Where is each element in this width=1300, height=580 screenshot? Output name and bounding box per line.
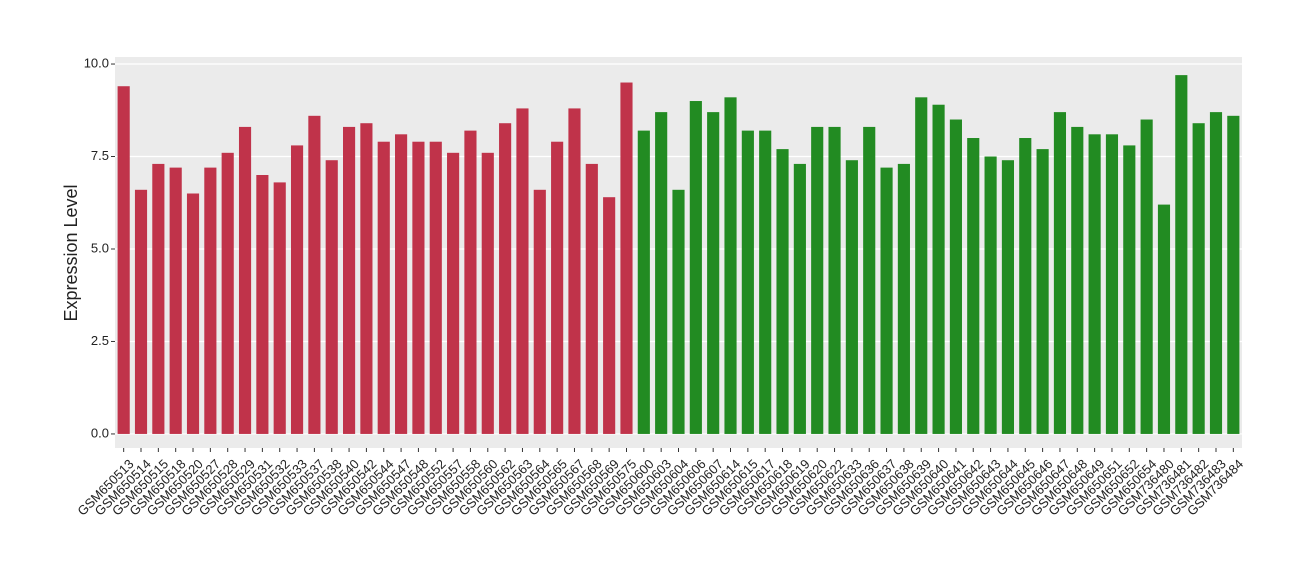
bar [932, 104, 945, 434]
bar [360, 123, 373, 434]
bar [447, 152, 460, 434]
bar [689, 101, 702, 434]
y-tick-label: 2.5 [91, 333, 109, 348]
bar [655, 112, 668, 434]
bar [377, 141, 390, 434]
bar [845, 160, 858, 434]
bar [1053, 112, 1067, 434]
bar [1036, 149, 1049, 434]
bar [620, 82, 633, 434]
bar [429, 141, 442, 434]
bar [290, 145, 304, 434]
bar [1175, 75, 1188, 434]
bar [724, 97, 737, 434]
bar [412, 141, 425, 434]
bar [776, 149, 789, 434]
bar [637, 130, 650, 434]
bar [915, 97, 928, 434]
bar [325, 160, 338, 434]
bar [967, 138, 980, 434]
bar [516, 108, 529, 434]
bar [551, 141, 564, 434]
bar [897, 163, 910, 434]
bar [533, 189, 546, 434]
bar [585, 163, 598, 434]
bar [949, 119, 962, 434]
bar [134, 189, 148, 434]
bar [1227, 115, 1240, 434]
bar [1123, 145, 1136, 434]
bar [186, 193, 200, 434]
y-tick-label: 7.5 [91, 148, 109, 163]
bar [238, 126, 252, 434]
bar [1001, 160, 1014, 434]
bar [1157, 204, 1171, 434]
bar [1071, 126, 1084, 434]
bar [1140, 119, 1153, 434]
y-tick-label: 0.0 [91, 425, 109, 440]
bar [880, 167, 893, 434]
bar [863, 126, 876, 434]
y-tick-label: 10.0 [84, 55, 109, 70]
bar [1019, 138, 1032, 434]
bar [1105, 134, 1119, 434]
bar [152, 163, 165, 434]
bar [568, 108, 581, 434]
bar [793, 163, 806, 434]
bar [343, 126, 356, 434]
bar [1088, 134, 1101, 434]
bar [395, 134, 408, 434]
bar [481, 152, 494, 434]
bar [204, 167, 217, 434]
bar [169, 167, 182, 434]
bar [741, 130, 754, 434]
bar [603, 197, 616, 434]
bar [672, 189, 685, 434]
bar [221, 152, 234, 434]
y-tick-label: 5.0 [91, 240, 109, 255]
bar [811, 126, 824, 434]
y-axis-label: Expression Level [61, 184, 81, 321]
bar [984, 156, 997, 434]
bar [256, 175, 269, 434]
bar [1209, 112, 1223, 434]
bar [828, 126, 841, 434]
bar [759, 130, 772, 434]
bar [273, 182, 286, 434]
bar [117, 86, 130, 434]
bar [1192, 123, 1205, 434]
bar [308, 115, 321, 434]
bar [499, 123, 512, 434]
bar [464, 130, 477, 434]
bar [707, 112, 720, 434]
